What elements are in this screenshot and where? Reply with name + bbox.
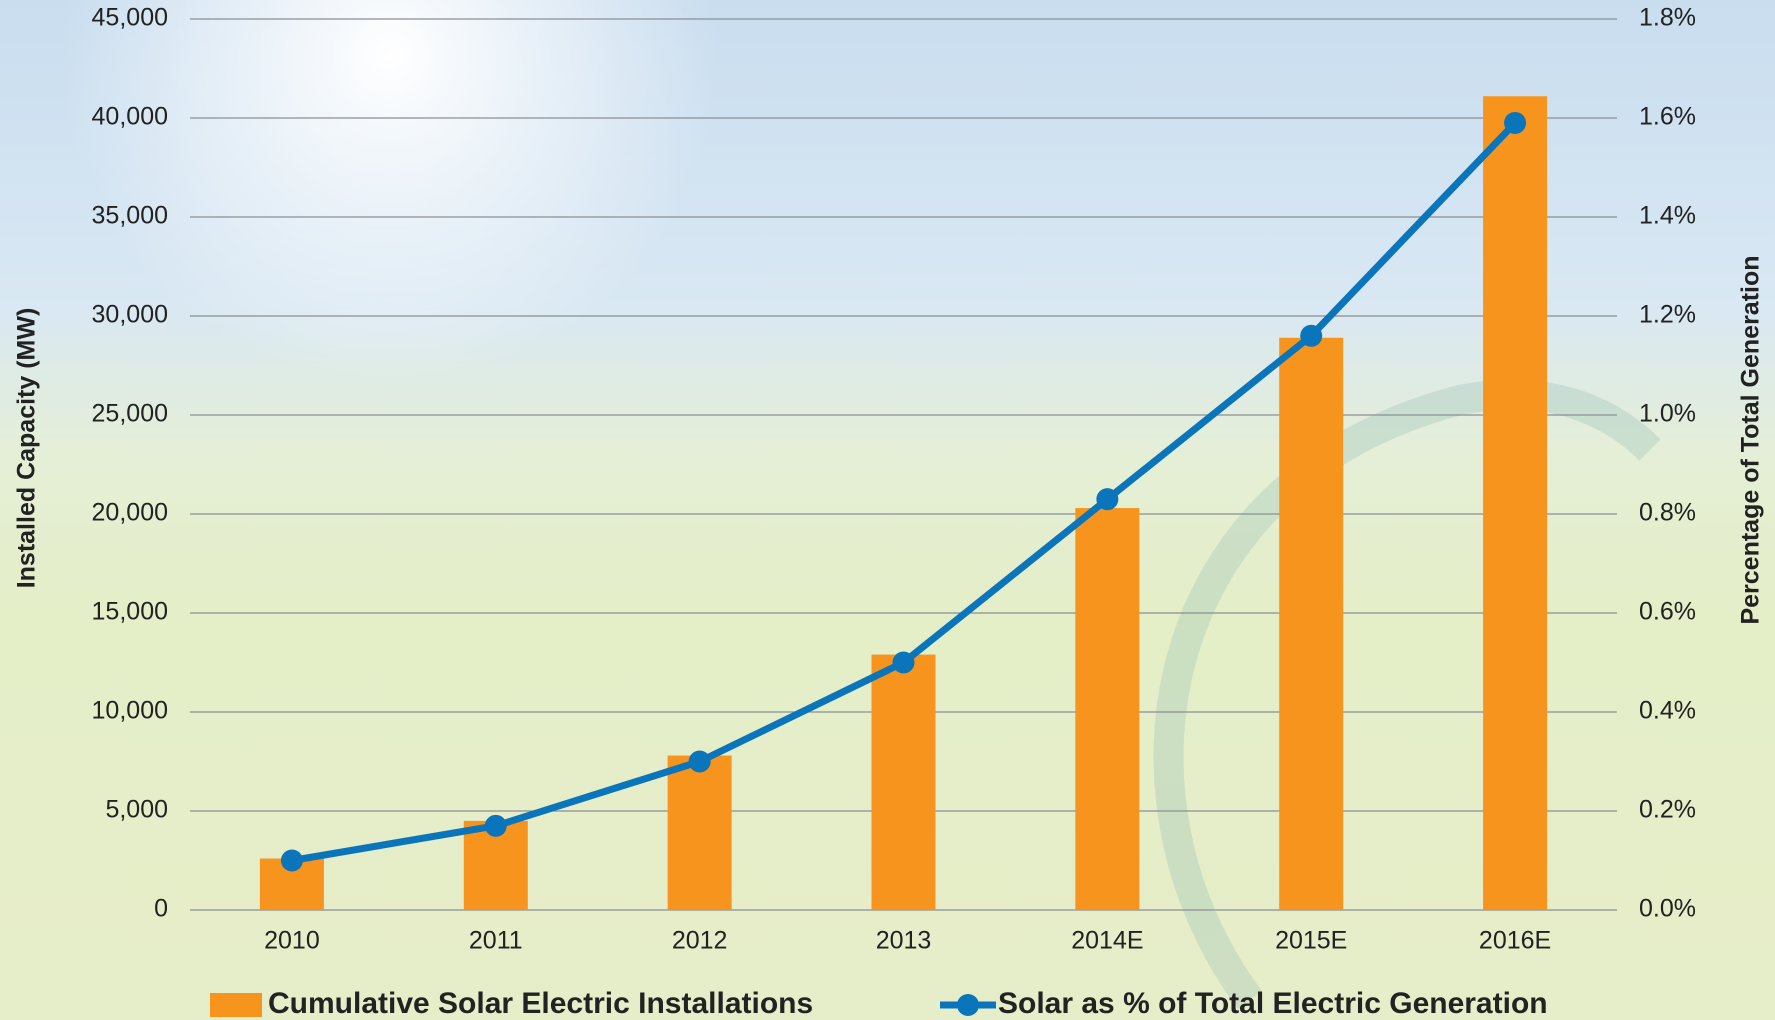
- bar: [1279, 337, 1344, 910]
- legend-label: Solar as % of Total Electric Generation: [998, 987, 1548, 1020]
- y2-tick-label: 0.2%: [1639, 796, 1696, 824]
- y-tick-label: 30,000: [92, 301, 168, 329]
- y2-tick-label: 0.4%: [1639, 697, 1696, 725]
- y2-tick-label: 0.6%: [1639, 598, 1696, 626]
- line-marker: [484, 814, 507, 837]
- y2-tick-label: 1.4%: [1639, 202, 1696, 230]
- y-tick-label: 35,000: [92, 202, 168, 230]
- y-tick-label: 5,000: [105, 796, 168, 824]
- y-tick-label: 10,000: [92, 697, 168, 725]
- legend-label: Cumulative Solar Electric Installations: [268, 987, 813, 1020]
- x-tick-label: 2016E: [1479, 927, 1551, 955]
- line-marker: [280, 849, 303, 872]
- line-marker: [1300, 324, 1323, 347]
- y2-tick-label: 1.2%: [1639, 301, 1696, 329]
- line-marker: [1504, 111, 1527, 134]
- x-tick-label: 2011: [469, 927, 523, 955]
- y-tick-label: 0: [154, 895, 168, 923]
- line-marker: [1096, 488, 1119, 511]
- bar: [871, 654, 936, 910]
- y2-tick-label: 1.0%: [1639, 400, 1696, 428]
- x-tick-label: 2013: [876, 927, 932, 955]
- y2-axis-title: Percentage of Total Generation: [1737, 255, 1765, 624]
- y-tick-label: 15,000: [92, 598, 168, 626]
- y-axis-title: Installed Capacity (MW): [13, 308, 41, 589]
- x-tick-label: 2015E: [1275, 927, 1347, 955]
- x-tick-label: 2012: [672, 927, 728, 955]
- bar: [667, 755, 732, 910]
- legend-swatch: [957, 994, 979, 1016]
- line-marker: [688, 750, 711, 773]
- y-tick-label: 40,000: [92, 103, 168, 131]
- y2-tick-label: 1.8%: [1639, 4, 1696, 32]
- y2-tick-label: 1.6%: [1639, 103, 1696, 131]
- legend-swatch: [210, 993, 262, 1017]
- y2-tick-label: 0.8%: [1639, 499, 1696, 527]
- x-tick-label: 2014E: [1071, 927, 1143, 955]
- x-tick-label: 2010: [264, 927, 320, 955]
- bar: [1075, 508, 1140, 910]
- y2-tick-label: 0.0%: [1639, 895, 1696, 923]
- y-tick-label: 45,000: [92, 4, 168, 32]
- y-tick-label: 25,000: [92, 400, 168, 428]
- bar: [1483, 96, 1548, 911]
- line-marker: [892, 651, 915, 674]
- y-tick-label: 20,000: [92, 499, 168, 527]
